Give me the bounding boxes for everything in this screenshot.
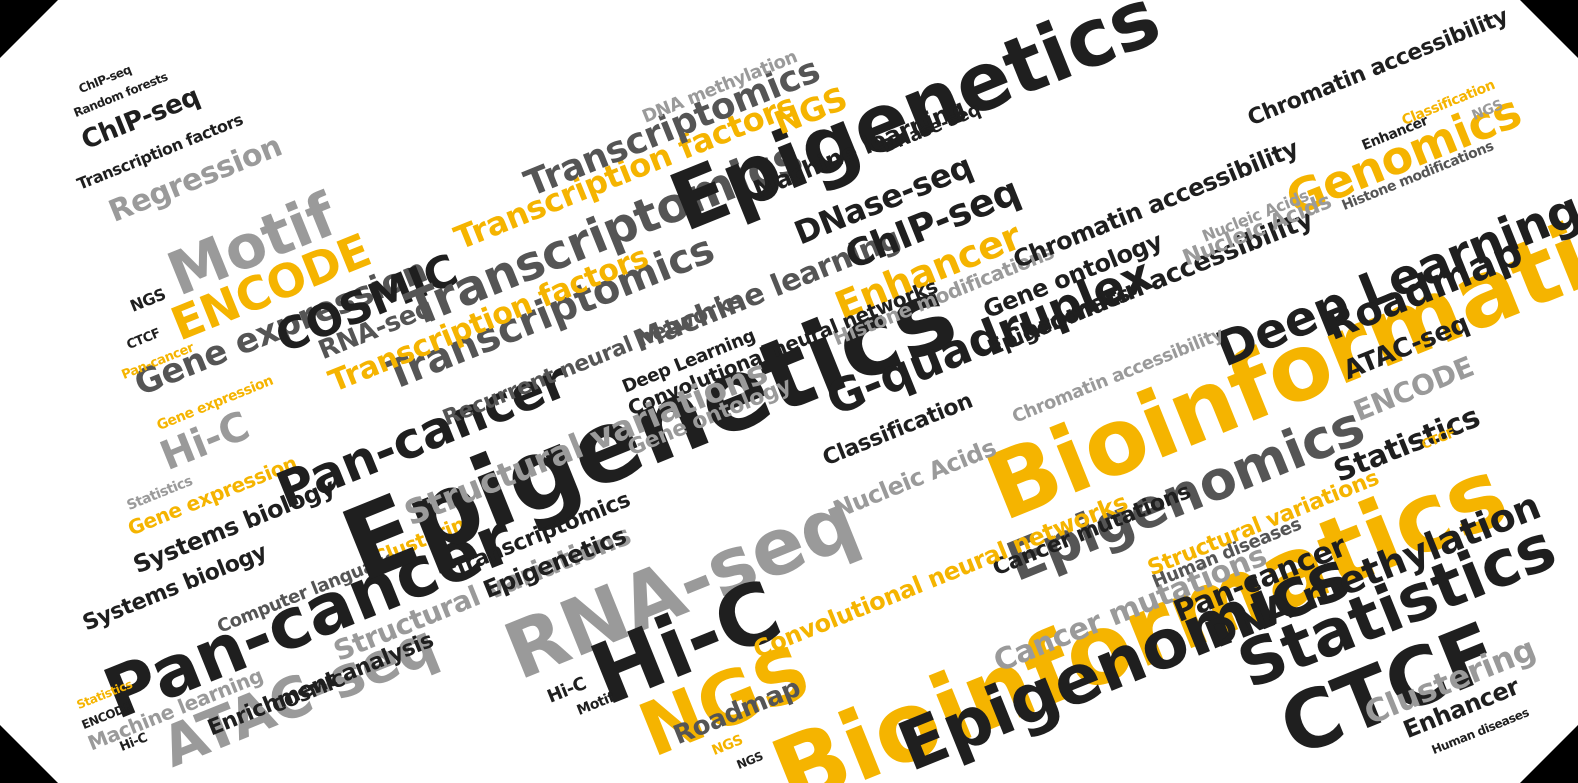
corner-frame xyxy=(0,725,58,783)
word: NGS xyxy=(734,748,765,773)
corner-frame xyxy=(1520,725,1578,783)
word: CTCF xyxy=(124,326,163,353)
corner-frame xyxy=(1520,0,1578,58)
corner-frame xyxy=(0,0,58,58)
word: NGS xyxy=(127,284,169,316)
